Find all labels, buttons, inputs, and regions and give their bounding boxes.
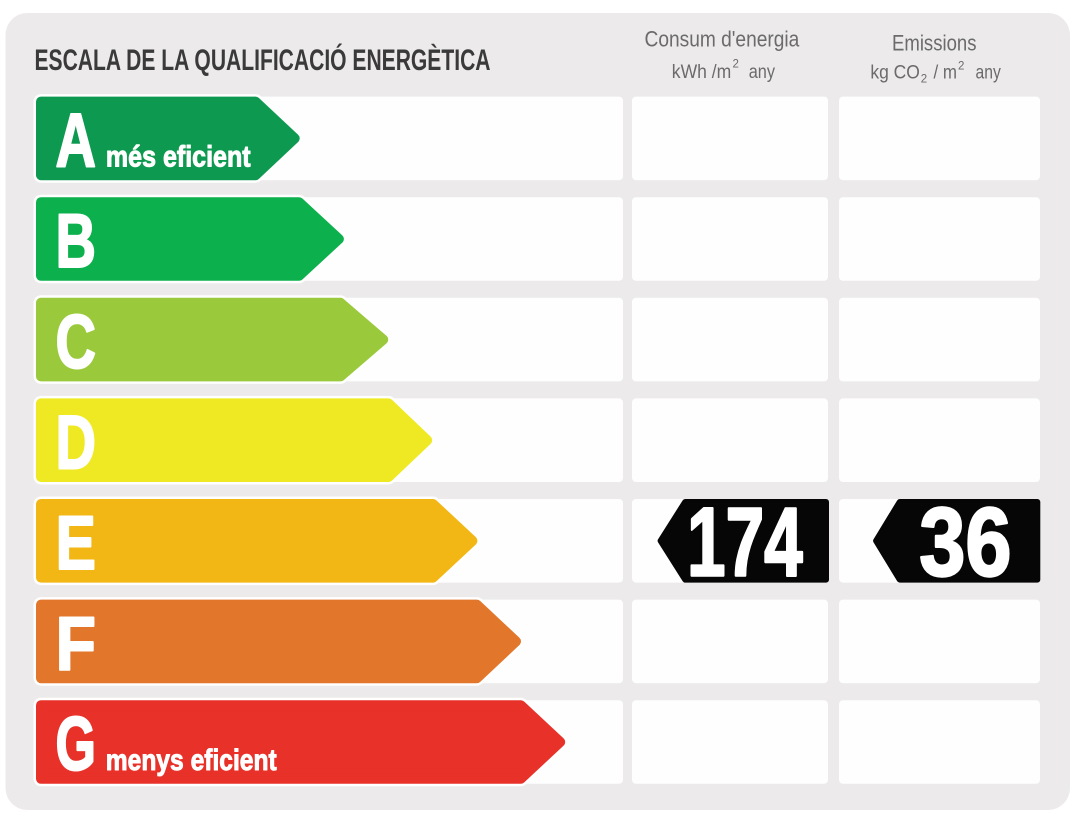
svg-text:any: any — [976, 62, 1002, 83]
svg-text:A: A — [56, 99, 97, 184]
svg-text:2: 2 — [921, 74, 927, 86]
svg-text:any: any — [749, 62, 776, 83]
svg-text:Consum d'energia: Consum d'energia — [645, 27, 800, 52]
svg-text:G: G — [56, 702, 97, 787]
svg-text:174: 174 — [687, 487, 803, 596]
svg-text:ESCALA DE LA QUALIFICACIÓ ENER: ESCALA DE LA QUALIFICACIÓ ENERGÈTICA — [35, 43, 491, 77]
svg-text:C: C — [56, 300, 97, 385]
svg-text:menys eficient: menys eficient — [106, 744, 277, 777]
svg-text:2: 2 — [958, 61, 964, 73]
svg-text:36: 36 — [919, 487, 1011, 596]
svg-text:B: B — [56, 199, 97, 284]
svg-text:2: 2 — [733, 59, 739, 71]
svg-text:Emissions: Emissions — [892, 31, 977, 56]
svg-text:més eficient: més eficient — [106, 141, 251, 174]
svg-text:kWh /m: kWh /m — [672, 62, 732, 83]
svg-text:D: D — [56, 400, 97, 485]
svg-text:/ m: / m — [934, 62, 958, 83]
svg-text:kg CO: kg CO — [870, 62, 920, 83]
svg-text:F: F — [56, 602, 97, 687]
svg-text:E: E — [56, 501, 97, 586]
